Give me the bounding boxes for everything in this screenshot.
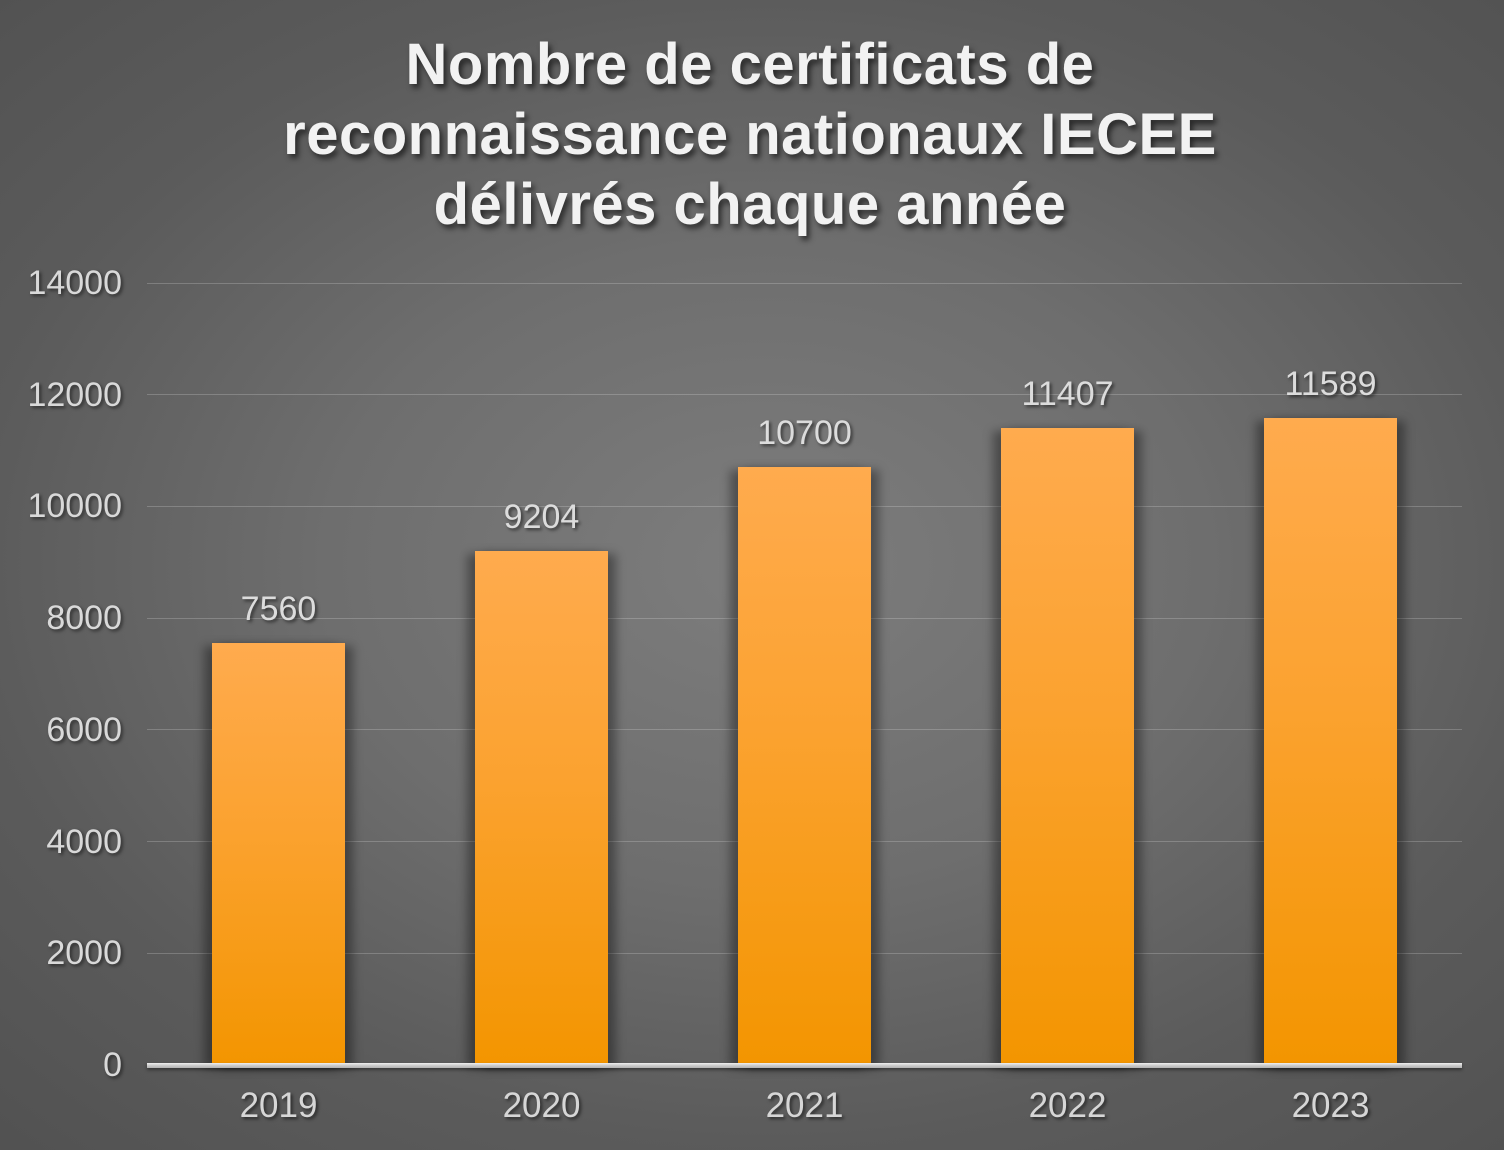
bar-2023 [1264, 417, 1397, 1065]
y-axis-tick-label-12000: 12000 [27, 375, 122, 414]
gridline-12000 [147, 394, 1462, 396]
x-axis-line [147, 1063, 1462, 1068]
bar-value-label-2020: 9204 [503, 497, 580, 536]
bar-value-label-2023: 11589 [1284, 364, 1377, 403]
bar-2019 [212, 642, 345, 1065]
y-axis-tick-label-10000: 10000 [27, 487, 122, 526]
bar-value-label-2022: 11407 [1021, 374, 1114, 413]
x-axis-tick-label-2019: 2019 [239, 1086, 318, 1125]
bar-2022 [1001, 427, 1134, 1065]
y-axis-tick-label-8000: 8000 [46, 599, 122, 638]
chart-title: Nombre de certificats de reconnaissance … [0, 30, 1500, 240]
y-axis-tick-label-14000: 14000 [27, 264, 122, 302]
y-axis-tick-label-0: 0 [103, 1046, 122, 1084]
bar-2021 [738, 467, 871, 1065]
chart-title-line-1: Nombre de certificats de [405, 32, 1095, 97]
x-axis-tick-label-2020: 2020 [502, 1086, 581, 1125]
x-axis-tick-label-2021: 2021 [765, 1086, 844, 1125]
y-axis-tick-label-4000: 4000 [46, 822, 122, 861]
x-axis-tick-label-2023: 2023 [1291, 1086, 1370, 1125]
chart-title-line-3: délivrés chaque année [433, 172, 1067, 237]
bar-2020 [475, 550, 608, 1065]
y-axis-tick-label-6000: 6000 [46, 710, 122, 749]
bar-value-label-2021: 10700 [757, 414, 852, 453]
x-axis-tick-label-2022: 2022 [1028, 1086, 1107, 1125]
chart-title-line-2: reconnaissance nationaux IECEE [283, 102, 1217, 167]
gridline-14000 [147, 282, 1462, 284]
bar-value-label-2019: 7560 [240, 589, 317, 628]
y-axis-tick-label-2000: 2000 [46, 934, 122, 973]
